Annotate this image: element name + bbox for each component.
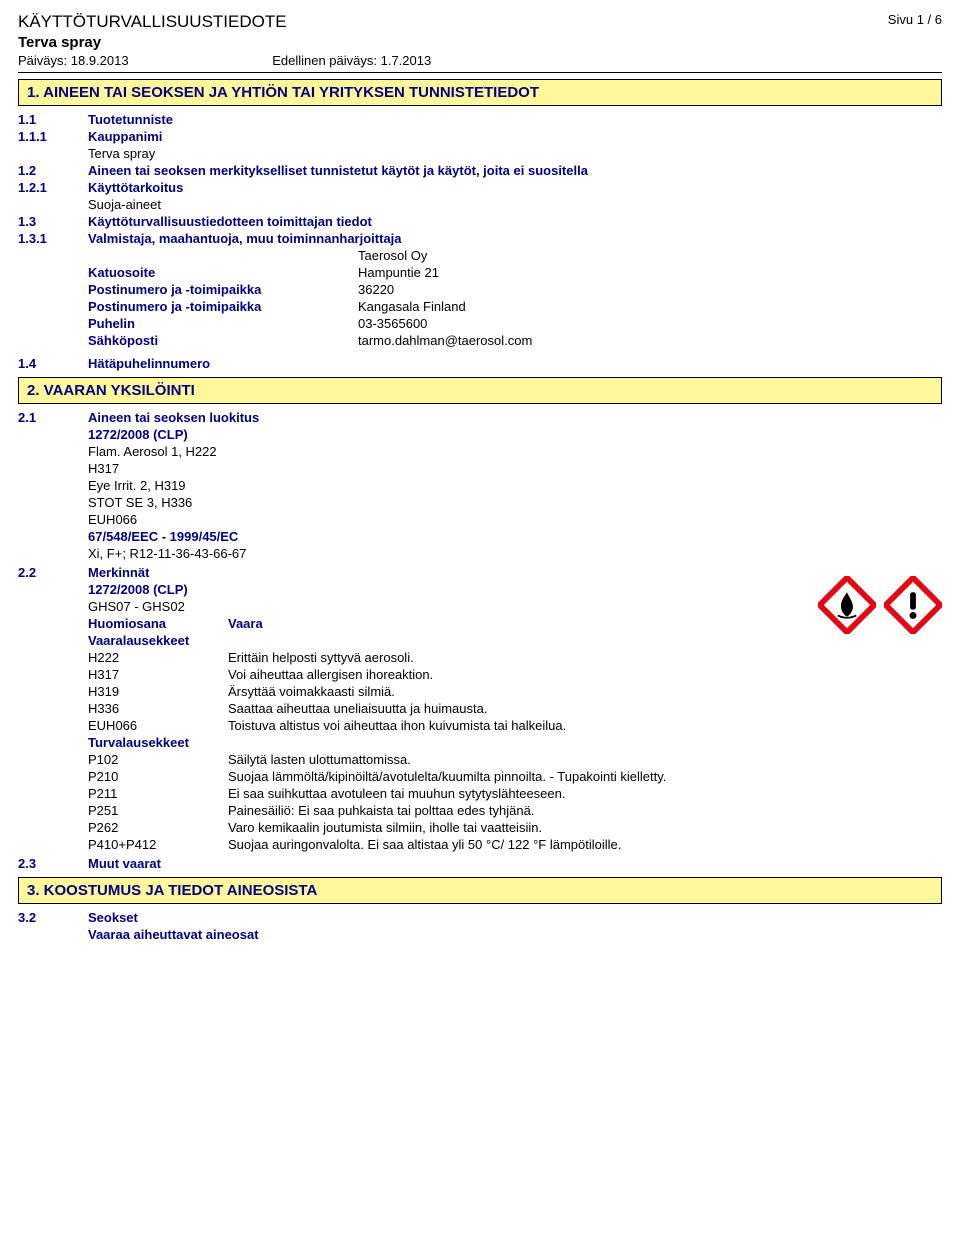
field-label: Käyttöturvallisuustiedotteen toimittajan…	[88, 214, 372, 229]
p-text: Säilytä lasten ulottumattomissa.	[228, 752, 942, 767]
classification-line: Flam. Aerosol 1, H222	[88, 444, 942, 459]
addr-val: Hampuntie 21	[358, 265, 439, 280]
addr-val: 36220	[358, 282, 394, 297]
classification-line: Eye Irrit. 2, H319	[88, 478, 942, 493]
h-code: H319	[88, 684, 228, 699]
section-1-header: 1. AINEEN TAI SEOKSEN JA YHTIÖN TAI YRIT…	[18, 79, 942, 106]
addr-key: Postinumero ja -toimipaikka	[88, 299, 358, 314]
h-code: H317	[88, 667, 228, 682]
doc-header: KÄYTTÖTURVALLISUUSTIEDOTE Sivu 1 / 6 Ter…	[18, 12, 942, 68]
num: 1.3	[18, 214, 88, 229]
ghs02-flame-icon	[818, 576, 876, 634]
section-2-header: 2. VAARAN YKSILÖINTI	[18, 377, 942, 404]
company-name: Taerosol Oy	[358, 248, 427, 263]
precautionary-statements-head: Turvalausekkeet	[88, 735, 942, 750]
classification-line: H317	[88, 461, 942, 476]
addr-val: 03-3565600	[358, 316, 427, 331]
signal-word-value: Vaara	[228, 616, 263, 631]
hazardous-ingredients-head: Vaaraa aiheuttavat aineosat	[88, 927, 942, 942]
num: 1.2.1	[18, 180, 88, 195]
addr-key: Katuosoite	[88, 265, 358, 280]
field-label: Muut vaarat	[88, 856, 161, 871]
value: Terva spray	[88, 146, 942, 161]
num: 1.2	[18, 163, 88, 178]
eec-label: 67/548/EEC - 1999/45/EC	[88, 529, 942, 544]
section-3-header: 3. KOOSTUMUS JA TIEDOT AINEOSISTA	[18, 877, 942, 904]
h-code: EUH066	[88, 718, 228, 733]
divider	[18, 72, 942, 73]
p-text: Ei saa suihkuttaa avotuleen tai muuhun s…	[228, 786, 942, 801]
classification-line: STOT SE 3, H336	[88, 495, 942, 510]
num: 1.3.1	[18, 231, 88, 246]
p-code: P410+P412	[88, 837, 228, 852]
p-text: Suojaa auringonvalolta. Ei saa altistaa …	[228, 837, 942, 852]
section-3-body: 3.2Seokset Vaaraa aiheuttavat aineosat	[18, 910, 942, 942]
h-text: Ärsyttää voimakkaasti silmiä.	[228, 684, 942, 699]
p-text: Suojaa lämmöltä/kipinöiltä/avotulelta/ku…	[228, 769, 942, 784]
doc-title: KÄYTTÖTURVALLISUUSTIEDOTE	[18, 12, 287, 32]
num: 2.3	[18, 856, 88, 871]
h-text: Toistuva altistus voi aiheuttaa ihon kui…	[228, 718, 942, 733]
num: 1.4	[18, 356, 88, 371]
p-code: P251	[88, 803, 228, 818]
clp-label: 1272/2008 (CLP)	[88, 427, 942, 442]
section-2-body: 2.1Aineen tai seoksen luokitus 1272/2008…	[18, 410, 942, 871]
p-text: Painesäiliö: Ei saa puhkaista tai poltta…	[228, 803, 942, 818]
p-code: P102	[88, 752, 228, 767]
p-text: Varo kemikaalin joutumista silmiin, ihol…	[228, 820, 942, 835]
addr-key: Sähköposti	[88, 333, 358, 348]
field-label: Aineen tai seoksen luokitus	[88, 410, 259, 425]
num: 2.1	[18, 410, 88, 425]
date-current: Päiväys: 18.9.2013	[18, 53, 129, 68]
h-text: Voi aiheuttaa allergisen ihoreaktion.	[228, 667, 942, 682]
field-label: Valmistaja, maahantuoja, muu toiminnanha…	[88, 231, 402, 246]
addr-val: tarmo.dahlman@taerosol.com	[358, 333, 532, 348]
p-code: P210	[88, 769, 228, 784]
num: 1.1	[18, 112, 88, 127]
field-label: Käyttötarkoitus	[88, 180, 183, 195]
eec-value: Xi, F+; R12-11-36-43-66-67	[88, 546, 942, 561]
num: 1.1.1	[18, 129, 88, 144]
ghs-pictograms	[814, 576, 942, 637]
p-code: P262	[88, 820, 228, 835]
field-label: Hätäpuhelinnumero	[88, 356, 210, 371]
num: 2.2	[18, 565, 88, 580]
field-label: Merkinnät	[88, 565, 149, 580]
field-label: Aineen tai seoksen merkitykselliset tunn…	[88, 163, 588, 178]
ghs07-exclamation-icon	[884, 576, 942, 634]
p-code: P211	[88, 786, 228, 801]
h-code: H222	[88, 650, 228, 665]
value: Suoja-aineet	[88, 197, 942, 212]
classification-line: EUH066	[88, 512, 942, 527]
section-1-body: 1.1Tuotetunniste 1.1.1Kauppanimi Terva s…	[18, 112, 942, 371]
h-text: Erittäin helposti syttyvä aerosoli.	[228, 650, 942, 665]
num: 3.2	[18, 910, 88, 925]
product-name: Terva spray	[18, 34, 942, 51]
signal-word-key: Huomiosana	[88, 616, 228, 631]
addr-val: Kangasala Finland	[358, 299, 466, 314]
field-label: Kauppanimi	[88, 129, 162, 144]
field-label: Tuotetunniste	[88, 112, 173, 127]
addr-key: Postinumero ja -toimipaikka	[88, 282, 358, 297]
h-text: Saattaa aiheuttaa uneliaisuutta ja huima…	[228, 701, 942, 716]
page-number: Sivu 1 / 6	[888, 12, 942, 32]
h-code: H336	[88, 701, 228, 716]
addr-key: Puhelin	[88, 316, 358, 331]
date-previous: Edellinen päiväys: 1.7.2013	[272, 53, 431, 68]
field-label: Seokset	[88, 910, 138, 925]
